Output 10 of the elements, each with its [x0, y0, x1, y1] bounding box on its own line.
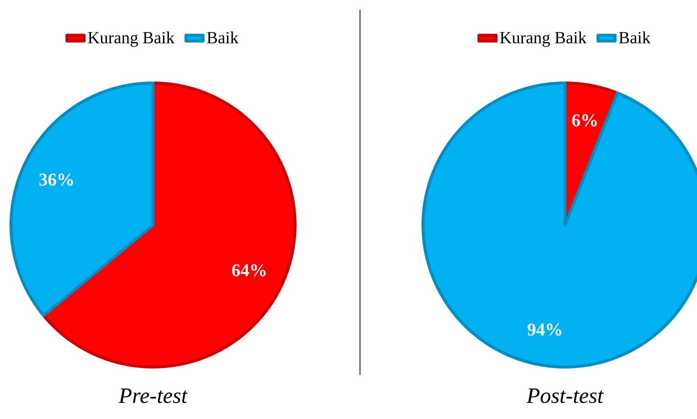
data-label: 94%	[528, 324, 562, 336]
legend-label: Baik	[619, 31, 651, 44]
legend-label: Kurang Baik	[500, 31, 587, 47]
legend-label: Kurang Baik	[88, 31, 175, 47]
text: Post-test	[526, 388, 604, 404]
data-label: 64%	[232, 264, 266, 276]
data-label: 36%	[39, 174, 73, 186]
text: Pre-test	[118, 388, 188, 404]
legend-label: Baik	[207, 31, 239, 44]
data-label: 6%	[572, 114, 597, 126]
